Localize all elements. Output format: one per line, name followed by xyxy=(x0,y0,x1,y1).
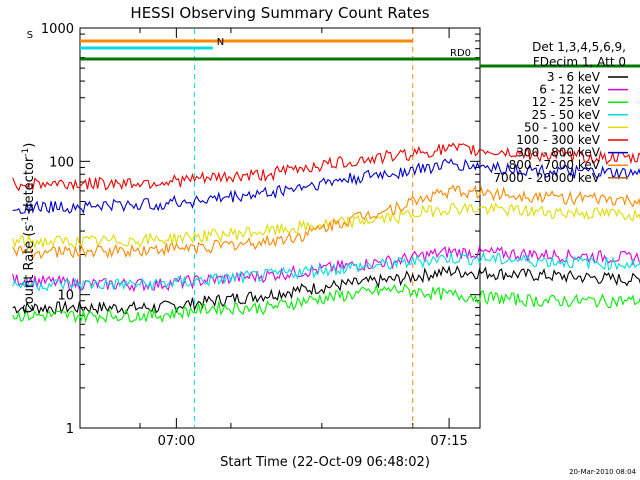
legend-label-4: 50 - 100 keV xyxy=(524,120,601,134)
series-line-6 xyxy=(12,158,640,215)
footer-timestamp: 20-Mar-2010 08:04 xyxy=(569,468,636,476)
y-tick-label: 100 xyxy=(49,155,74,170)
series-line-5 xyxy=(12,142,640,192)
y-tick-label: 10 xyxy=(57,289,74,304)
y-axis-label: Count Rate (s-1 detector-1) xyxy=(21,143,37,314)
legend-label-1: 6 - 12 keV xyxy=(539,83,601,97)
plot-frame xyxy=(79,27,481,429)
legend-label-0: 3 - 6 keV xyxy=(547,70,601,84)
legend-label-5: 100 - 300 keV xyxy=(516,133,600,147)
legend-header-1: Det 1,3,4,5,6,9, xyxy=(532,40,626,54)
legend: Det 1,3,4,5,6,9, FDecim 1, Att 0 3 - 6 k… xyxy=(493,40,628,185)
x-axis-label: Start Time (22-Oct-09 06:48:02) xyxy=(220,455,430,470)
legend-label-7: 800 - 7000 keV xyxy=(509,158,601,172)
legend-label-8: 7000 - 20000 keV xyxy=(493,171,600,185)
legend-label-6: 300 - 800 keV xyxy=(516,146,600,160)
overlay-label-n: N xyxy=(217,37,224,48)
overlay-label-s: S xyxy=(27,30,33,41)
legend-header-2: FDecim 1, Att 0 xyxy=(533,55,626,69)
x-tick-label: 07:00 xyxy=(158,434,195,449)
series-line-1 xyxy=(12,245,640,293)
x-tick-label: 07:15 xyxy=(430,434,467,449)
chart-title: HESSI Observing Summary Count Rates xyxy=(130,4,429,22)
series-line-0 xyxy=(12,265,640,316)
plot-area xyxy=(12,27,640,429)
overlay-label-rd0: RD0 xyxy=(450,48,471,59)
legend-label-3: 25 - 50 keV xyxy=(532,108,601,122)
series-line-4 xyxy=(12,202,640,250)
y-tick-label: 1 xyxy=(66,422,74,437)
y-tick-label: 1000 xyxy=(41,22,74,37)
legend-label-2: 12 - 25 keV xyxy=(532,95,601,109)
series-line-3 xyxy=(12,251,640,292)
series-line-2 xyxy=(12,283,640,324)
series-line-7 xyxy=(12,184,640,261)
